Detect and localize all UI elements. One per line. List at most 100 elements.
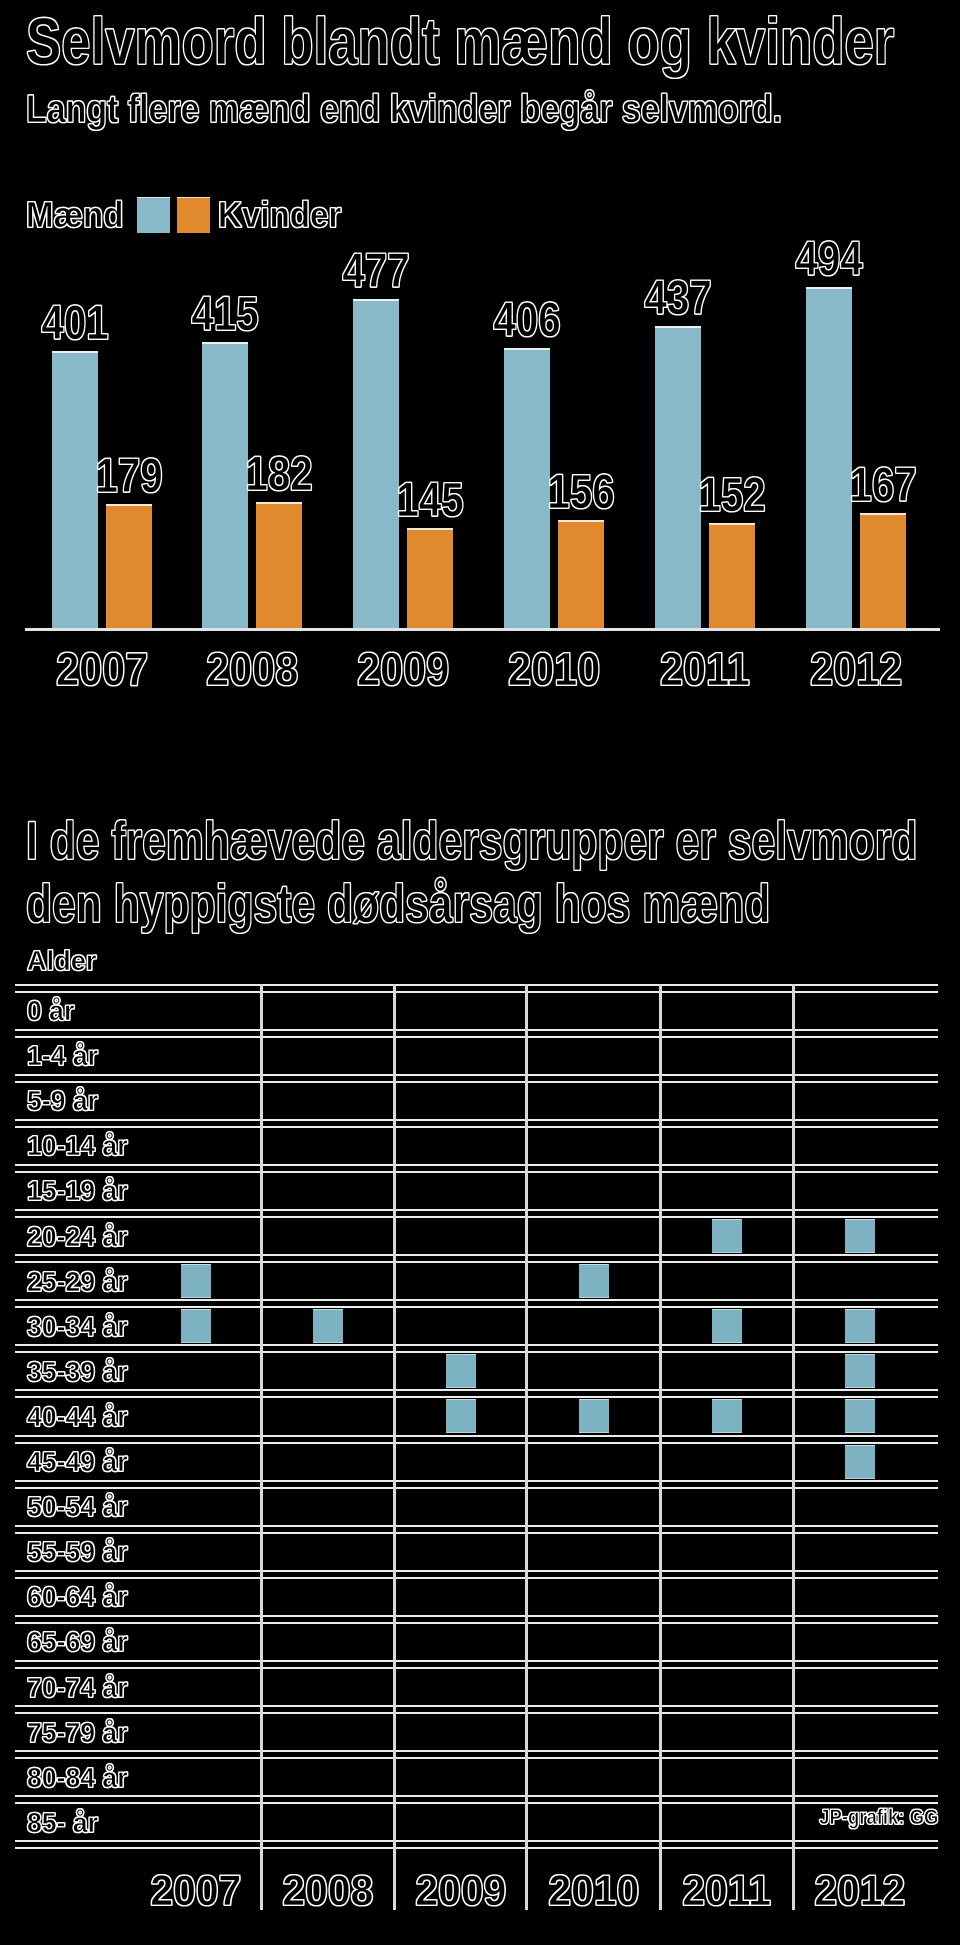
value-label-maend-2008-text: 415 [191, 288, 259, 341]
chart-year-label-2009-text: 2009 [356, 643, 450, 695]
chart-year-label-2007-text: 2007 [55, 643, 149, 695]
table-year-label-2012: 2012 [770, 1869, 950, 1914]
section-heading-line2: den hyppigste dødsårsag hos mænd [26, 874, 771, 934]
highlight-cell-35-39år-2009 [446, 1354, 476, 1389]
highlight-cell-25-29år-2007 [181, 1264, 211, 1299]
page-title: Selvmord blandt mænd og kvinder [26, 4, 895, 78]
highlight-cell-40-44år-2012 [845, 1399, 875, 1434]
value-label-maend-2010: 406 [437, 296, 617, 345]
highlight-cell-20-24år-2011 [712, 1219, 742, 1253]
highlight-cell-40-44år-2010 [579, 1399, 609, 1434]
chart-year-label-2008-text: 2008 [205, 643, 299, 695]
table-gridline-v-2 [525, 984, 528, 1910]
table-year-label-2011-text: 2011 [682, 1867, 772, 1915]
age-row-label-15: 70-74 år [27, 1671, 128, 1703]
value-label-maend-2008: 415 [135, 288, 315, 341]
highlight-cell-25-29år-2010 [579, 1264, 609, 1299]
table-year-label-2009: 2009 [371, 1869, 551, 1914]
value-label-maend-2012-text: 494 [795, 233, 863, 286]
chart-year-label-2011-text: 2011 [660, 643, 750, 695]
legend-label-kvinder: Kvinder [218, 194, 342, 235]
table-year-label-2011: 2011 [637, 1867, 817, 1915]
highlight-cell-40-44år-2011 [712, 1399, 742, 1434]
age-row-label-0: 0 år [27, 995, 75, 1027]
age-row-label-14: 65-69 år [27, 1626, 128, 1658]
highlight-cell-40-44år-2009 [446, 1399, 476, 1434]
age-row-label-5: 20-24 år [27, 1220, 128, 1252]
table-gridline-h-10 [15, 1434, 938, 1444]
value-label-kvinder-2009-text: 145 [396, 474, 464, 527]
age-row-label-8: 35-39 år [27, 1355, 128, 1387]
table-gridline-h-18 [15, 1795, 938, 1805]
table-gridline-h-6 [15, 1254, 938, 1264]
table-gridline-h-2 [15, 1073, 938, 1083]
value-label-kvinder-2007: 179 [39, 450, 219, 503]
bar-maend-2008 [202, 342, 248, 628]
value-label-kvinder-2010: 156 [491, 468, 671, 517]
chart-year-label-2011: 2011 [615, 643, 795, 695]
chart-year-label-2009: 2009 [313, 643, 493, 695]
table-gridline-h-17 [15, 1750, 938, 1760]
table-gridline-v-3 [659, 984, 662, 1910]
table-gridline-h-14 [15, 1614, 938, 1624]
chart-year-label-2008: 2008 [162, 643, 342, 695]
table-year-label-2010-text: 2010 [548, 1867, 640, 1915]
value-label-kvinder-2011-text: 152 [698, 469, 766, 522]
table-gridline-h-15 [15, 1660, 938, 1669]
table-gridline-h-3 [15, 1118, 938, 1128]
table-gridline-h-9 [15, 1389, 938, 1399]
table-year-label-2010: 2010 [504, 1867, 684, 1915]
value-label-maend-2012: 494 [739, 233, 919, 286]
age-row-label-1: 1-4 år [27, 1040, 99, 1072]
value-label-kvinder-2007-text: 179 [95, 450, 163, 503]
value-label-kvinder-2008-text: 182 [245, 448, 313, 501]
age-row-label-12: 55-59 år [27, 1536, 128, 1568]
value-label-kvinder-2012: 167 [793, 459, 960, 512]
highlight-cell-35-39år-2012 [845, 1354, 875, 1389]
highlight-cell-30-34år-2011 [712, 1309, 742, 1344]
table-gridline-h-0 [15, 983, 938, 993]
value-label-maend-2011: 437 [588, 274, 768, 323]
table-gridline-h-12 [15, 1524, 938, 1534]
legend-label-maend: Mænd [26, 194, 124, 235]
highlight-cell-30-34år-2007 [181, 1309, 211, 1344]
bar-maend-2010 [504, 348, 550, 628]
value-label-kvinder-2011: 152 [642, 469, 822, 522]
value-label-kvinder-2009: 145 [340, 474, 520, 527]
age-row-label-6: 25-29 år [27, 1265, 128, 1297]
highlight-cell-30-34år-2008 [313, 1309, 343, 1344]
table-gridline-h-16 [15, 1705, 938, 1715]
chart-year-label-2012-text: 2012 [809, 643, 903, 695]
table-gridline-h-5 [15, 1209, 938, 1218]
age-row-label-4: 15-19 år [27, 1175, 128, 1207]
legend-swatch-kvinder [177, 197, 210, 233]
age-row-label-10: 45-49 år [27, 1446, 128, 1478]
bar-maend-2009 [353, 299, 399, 628]
section-heading-line1: I de fremhævede aldersgrupper er selvmor… [26, 811, 918, 871]
table-gridline-h-7 [15, 1299, 938, 1309]
chart-year-label-2010-text: 2010 [507, 643, 601, 695]
bar-kvinder-2010 [558, 520, 604, 628]
age-axis-label: Alder [27, 945, 97, 976]
table-gridline-h-8 [15, 1344, 938, 1354]
bar-maend-2012 [806, 287, 852, 628]
value-label-maend-2007-text: 401 [41, 297, 109, 350]
table-year-label-2007: 2007 [106, 1869, 286, 1914]
chart-year-label-2010: 2010 [464, 643, 644, 695]
value-label-kvinder-2012-text: 167 [849, 459, 917, 512]
highlight-cell-30-34år-2012 [845, 1309, 875, 1344]
bar-maend-2007 [52, 351, 98, 628]
age-row-label-9: 40-44 år [27, 1400, 128, 1433]
age-row-label-16: 75-79 år [27, 1716, 128, 1748]
age-row-label-13: 60-64 år [27, 1581, 128, 1613]
bar-kvinder-2009 [407, 528, 453, 628]
bar-kvinder-2011 [709, 523, 755, 628]
age-row-label-2: 5-9 år [27, 1085, 99, 1117]
table-year-label-2008-text: 2008 [282, 1867, 374, 1915]
highlight-cell-45-49år-2012 [845, 1444, 875, 1479]
table-gridline-h-13 [15, 1569, 938, 1579]
table-gridline-h-11 [15, 1479, 938, 1489]
table-gridline-v-1 [393, 984, 396, 1910]
age-row-label-18: 85- år [27, 1806, 99, 1838]
